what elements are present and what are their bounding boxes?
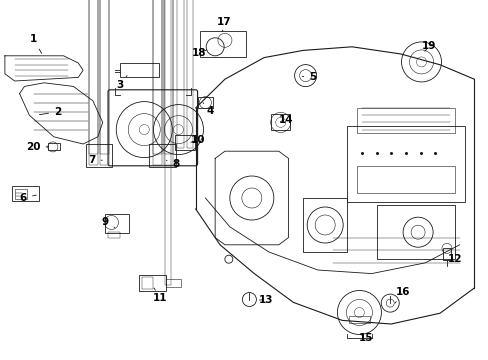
Bar	[356, 166, 454, 193]
Bar	[163, 0, 172, 165]
Bar	[165, 0, 171, 285]
Text: 12: 12	[447, 254, 461, 264]
Bar	[15, 189, 27, 199]
Text: 13: 13	[259, 294, 273, 305]
Bar	[100, 0, 109, 165]
Bar	[348, 316, 369, 323]
Bar	[120, 63, 159, 77]
Bar	[198, 97, 212, 108]
Text: 14: 14	[278, 114, 293, 125]
Bar	[166, 279, 181, 287]
Text: 2: 2	[40, 107, 61, 117]
Bar	[442, 248, 450, 260]
Bar	[100, 0, 109, 154]
Bar	[376, 205, 454, 259]
Text: 17: 17	[216, 17, 231, 32]
Text: 20: 20	[26, 142, 48, 152]
Text: 16: 16	[394, 287, 410, 303]
Bar	[303, 198, 346, 252]
Bar	[346, 126, 464, 202]
Bar	[174, 135, 195, 150]
Bar	[12, 186, 39, 201]
Text: 8: 8	[166, 159, 179, 169]
Text: 18: 18	[192, 48, 206, 58]
Bar	[89, 0, 98, 165]
Bar	[186, 0, 193, 148]
Text: 5: 5	[302, 72, 316, 82]
Bar	[356, 108, 454, 133]
Text: 3: 3	[116, 76, 127, 90]
Bar	[199, 31, 245, 57]
Bar	[105, 214, 128, 233]
Bar	[142, 277, 152, 289]
Bar	[163, 0, 172, 154]
Bar	[177, 0, 184, 148]
Bar	[85, 144, 112, 167]
Bar	[107, 232, 120, 238]
Bar	[153, 0, 162, 165]
Bar	[149, 144, 176, 167]
Text: 1: 1	[30, 34, 41, 53]
Text: 7: 7	[88, 155, 102, 165]
Bar	[271, 114, 289, 130]
Bar	[48, 143, 60, 150]
Text: 6: 6	[20, 193, 36, 203]
Bar	[153, 0, 162, 154]
Bar	[89, 0, 98, 154]
Text: 10: 10	[190, 135, 205, 145]
Text: 19: 19	[421, 41, 436, 51]
Text: 15: 15	[358, 333, 372, 343]
Text: 11: 11	[153, 288, 167, 303]
Text: 4: 4	[203, 103, 214, 116]
Text: 9: 9	[102, 217, 115, 228]
Bar	[139, 275, 166, 291]
